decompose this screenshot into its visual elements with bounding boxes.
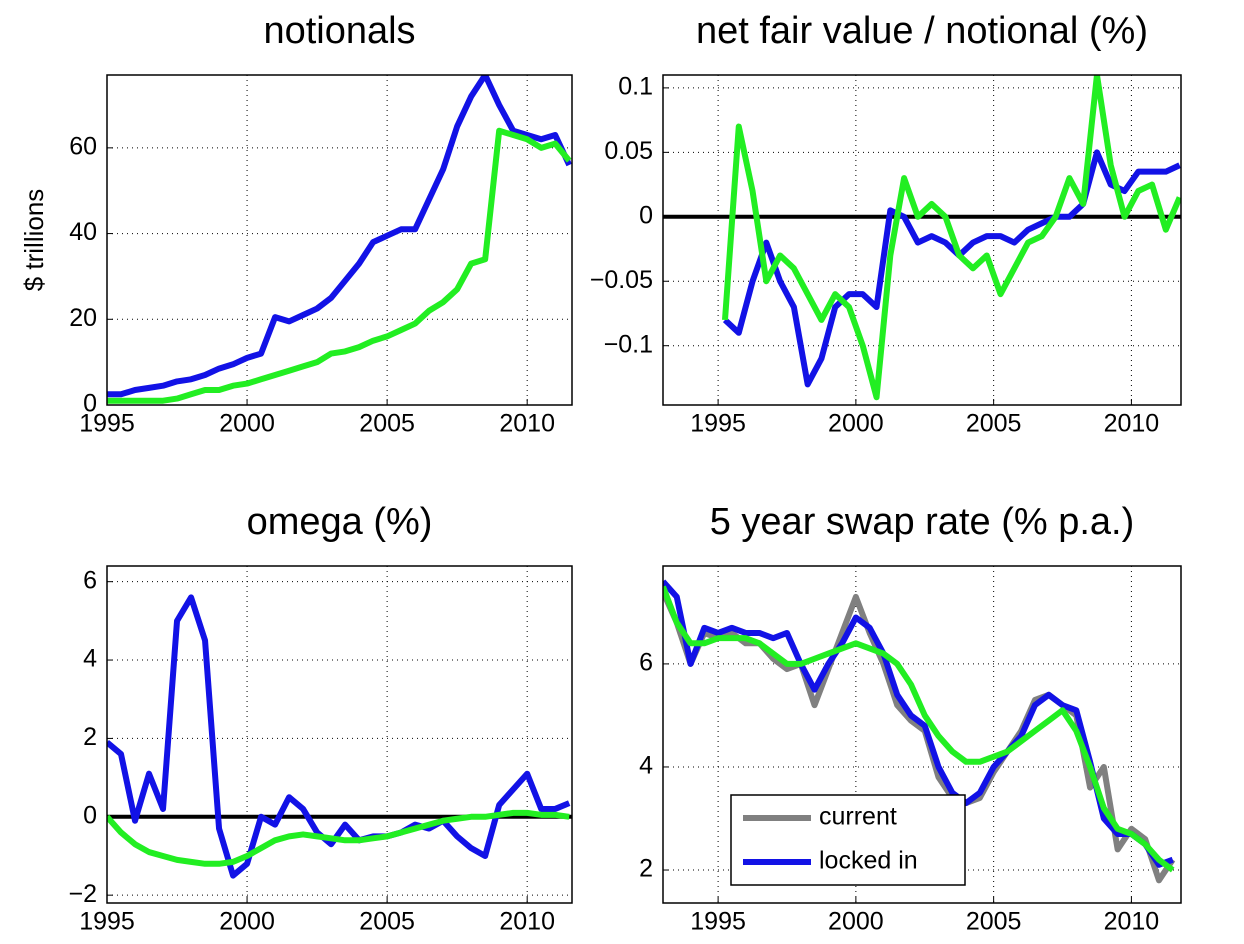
chart-title: omega (%) — [247, 501, 433, 543]
x-tick-label: 1995 — [79, 410, 135, 438]
y-tick-label: 0 — [83, 801, 97, 829]
subplot: 0 20 40 60 1995 2000 2005 2010 notionals $ trilli… — [19, 10, 573, 438]
x-tick-label: 2010 — [1104, 908, 1160, 936]
y-tick-label: 0.05 — [604, 137, 653, 165]
y-tick-label: 4 — [639, 752, 653, 780]
series-line — [107, 594, 571, 879]
y-tick-label: 2 — [83, 723, 97, 751]
subplot: 2 4 6 1995 2000 2005 2010 5 year swap rate (% p… — [639, 501, 1182, 936]
legend-label: locked in — [819, 847, 918, 875]
series-line — [663, 590, 1176, 884]
y-tick-label: 0 — [639, 201, 653, 229]
x-tick-label: 2010 — [499, 908, 555, 936]
legend-box — [730, 794, 966, 886]
y-tick-label: 6 — [639, 649, 653, 677]
x-tick-label: 2000 — [219, 410, 275, 438]
x-tick-label: 2010 — [1104, 410, 1160, 438]
y-tick-label: 20 — [69, 304, 97, 332]
y-tick-label: 0.1 — [618, 73, 653, 101]
subplot: −0.1 −0.05 0 0.05 0.1 1995 2000 2005 2010 net fai… — [590, 10, 1182, 438]
y-tick-label: −2 — [68, 880, 97, 908]
x-tick-label: 2000 — [828, 908, 884, 936]
x-tick-label: 1995 — [79, 908, 135, 936]
x-tick-label: 1995 — [690, 908, 746, 936]
x-tick-label: 2005 — [359, 908, 415, 936]
y-tick-label: 6 — [83, 566, 97, 594]
axes-box — [662, 565, 1182, 904]
series-line — [107, 127, 572, 404]
series-line — [721, 75, 1181, 401]
x-tick-label: 1995 — [690, 410, 746, 438]
series-line — [107, 75, 572, 398]
series-line — [722, 149, 1181, 388]
x-tick-label: 2000 — [828, 410, 884, 438]
axes-box — [106, 565, 573, 904]
axes-box — [106, 74, 573, 406]
x-tick-label: 2010 — [499, 410, 555, 438]
legend-label: current — [819, 803, 897, 831]
y-tick-label: 2 — [639, 855, 653, 883]
chart-title: net fair value / notional (%) — [696, 10, 1148, 52]
subplot: −2 0 2 4 6 1995 2000 2005 2010 omega (%) — [68, 501, 573, 936]
y-tick-label: 40 — [69, 218, 97, 246]
x-tick-label: 2005 — [359, 410, 415, 438]
axes-box — [662, 74, 1182, 406]
chart-title: notionals — [263, 10, 415, 52]
y-tick-label: 4 — [83, 645, 97, 673]
series-line — [663, 585, 1175, 873]
x-tick-label: 2000 — [219, 908, 275, 936]
y-tick-label: 60 — [69, 132, 97, 160]
chart-title: 5 year swap rate (% p.a.) — [710, 501, 1135, 543]
series-line — [107, 809, 570, 867]
x-tick-label: 2005 — [966, 410, 1022, 438]
y-tick-label: −0.05 — [590, 266, 653, 294]
y-tick-label: −0.1 — [604, 330, 653, 358]
y-axis-label: $ trillions — [19, 189, 49, 292]
x-tick-label: 2005 — [966, 908, 1022, 936]
y-tick-label: 0 — [83, 390, 97, 418]
